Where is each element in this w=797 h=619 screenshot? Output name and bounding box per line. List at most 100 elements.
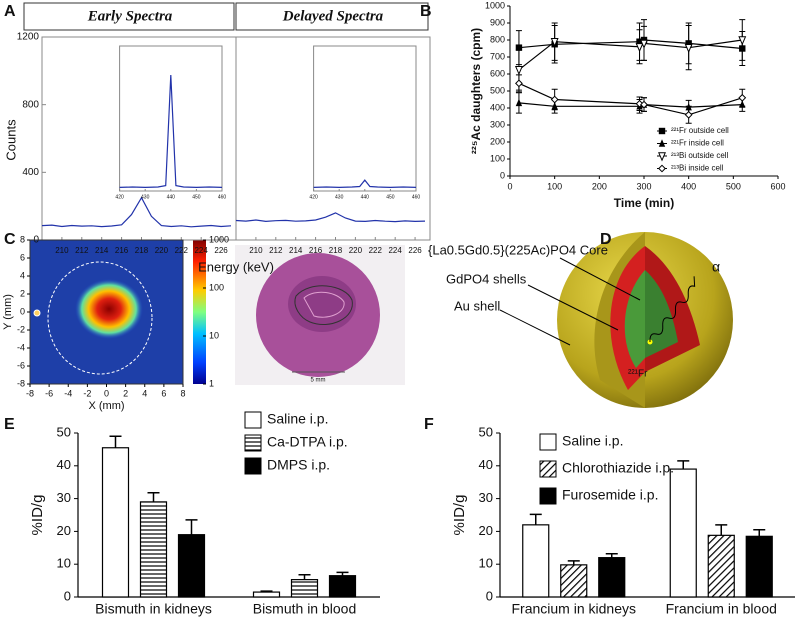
marker — [514, 66, 523, 76]
legend-label: Saline i.p. — [267, 411, 328, 427]
x-tick-label: 600 — [770, 181, 785, 191]
x-tick-label: 222 — [175, 246, 189, 255]
bar — [328, 575, 357, 598]
inset-x-tick-label: 450 — [386, 194, 395, 200]
x-tick-label: 2 — [123, 388, 128, 398]
y-tick-label: 1200 — [17, 32, 40, 43]
bar — [669, 468, 697, 598]
x-tick-label: -2 — [83, 388, 91, 398]
inset-frame — [313, 45, 417, 192]
x-tick-label: 222 — [369, 246, 383, 255]
nanoparticle-diagram — [499, 232, 733, 408]
error-bar — [567, 560, 580, 565]
x-tick-label: Francium in kidneys — [512, 601, 637, 617]
error-bar — [298, 573, 311, 580]
inset-x-tick-label: 440 — [361, 194, 370, 200]
x-tick-label: 214 — [289, 246, 303, 255]
y-tick-label: 800 — [490, 34, 505, 44]
x-tick-label: Bismuth in blood — [253, 601, 357, 617]
error-bar — [605, 552, 618, 558]
x-tick-label: 0 — [507, 181, 512, 191]
bar — [745, 535, 773, 598]
x-tick-label: 212 — [269, 246, 283, 255]
y-tick-label: 600 — [490, 68, 505, 78]
error-bar — [529, 513, 542, 525]
x-tick-label: 8 — [180, 388, 185, 398]
y-tick-label: 200 — [490, 136, 505, 146]
heatmap-image — [30, 240, 183, 384]
y-tick-label: 30 — [57, 490, 71, 505]
x-tick-label: 100 — [547, 181, 562, 191]
y-tick-label: 6 — [20, 252, 25, 262]
panel-letter: A — [4, 3, 16, 20]
x-axis-label: Energy (keV) — [198, 259, 274, 274]
y-axis-label: Y (mm) — [2, 294, 14, 330]
marker — [640, 100, 648, 109]
x-tick-label: Francium in blood — [666, 601, 777, 617]
inset-line — [313, 179, 417, 189]
bar — [707, 534, 735, 598]
x-tick-label: 400 — [681, 181, 696, 191]
y-tick-label: 700 — [490, 51, 505, 61]
y-tick-label: 0 — [64, 588, 71, 603]
y-tick-label: 50 — [57, 424, 71, 439]
inset-x-tick-label: 450 — [192, 194, 201, 200]
x-tick-label: 224 — [194, 246, 208, 255]
marker — [738, 36, 747, 46]
error-bar — [147, 491, 160, 502]
panel-letter: F — [424, 416, 434, 433]
marker — [738, 93, 747, 102]
x-tick-label: 218 — [135, 246, 149, 255]
x-tick-label: 214 — [95, 246, 109, 255]
subplot-title: Delayed Spectra — [282, 8, 384, 24]
inset-line — [119, 74, 223, 189]
x-axis-label: X (mm) — [88, 400, 124, 412]
x-tick-label: 4 — [142, 388, 147, 398]
y-tick-label: 0 — [486, 588, 493, 603]
colorbar-tick-label: 1 — [209, 378, 214, 388]
legend-swatch — [244, 411, 262, 429]
panel-letter: C — [4, 231, 16, 248]
inset-frame — [119, 45, 223, 192]
panel-letter: B — [420, 3, 432, 20]
x-tick-label: -4 — [64, 388, 72, 398]
marker — [550, 38, 559, 48]
y-tick-label: 4 — [20, 270, 25, 280]
inset-x-tick-label: 430 — [335, 194, 344, 200]
fr-label: ²²¹Fr — [628, 369, 648, 380]
alpha-label: α — [712, 259, 720, 275]
y-tick-label: -2 — [17, 324, 25, 334]
header-box — [235, 2, 429, 31]
marker — [658, 127, 666, 135]
inset-x-tick-label: 420 — [115, 194, 124, 200]
y-tick-label: -6 — [17, 360, 25, 370]
marker — [658, 152, 666, 162]
marker — [515, 44, 523, 51]
panel-letter: E — [4, 416, 15, 433]
bar — [101, 447, 130, 598]
colorbar — [193, 240, 206, 384]
bar — [177, 534, 206, 598]
scale-bar-label: 5 mm — [311, 378, 326, 384]
y-tick-label: 40 — [479, 457, 493, 472]
error-bar — [677, 460, 690, 470]
bar — [252, 591, 281, 598]
error-bar — [715, 524, 728, 536]
legend-swatch — [244, 434, 262, 452]
legend-label: ²²¹Fr inside cell — [671, 139, 724, 148]
error-bar — [185, 519, 198, 535]
x-tick-label: 220 — [155, 246, 169, 255]
y-tick-label: 10 — [479, 556, 493, 571]
inset-x-tick-label: 420 — [309, 194, 318, 200]
y-tick-label: 50 — [479, 424, 493, 439]
x-tick-label: 210 — [55, 246, 69, 255]
y-axis-label: %ID/g — [29, 495, 46, 536]
y-tick-label: 30 — [479, 490, 493, 505]
x-tick-label: 500 — [726, 181, 741, 191]
y-tick-label: 400 — [490, 102, 505, 112]
colorbar-tick-label: 100 — [209, 282, 224, 292]
y-tick-label: 20 — [479, 523, 493, 538]
x-tick-label: 300 — [636, 181, 651, 191]
marker — [550, 95, 559, 104]
spectrum-line — [41, 196, 232, 228]
